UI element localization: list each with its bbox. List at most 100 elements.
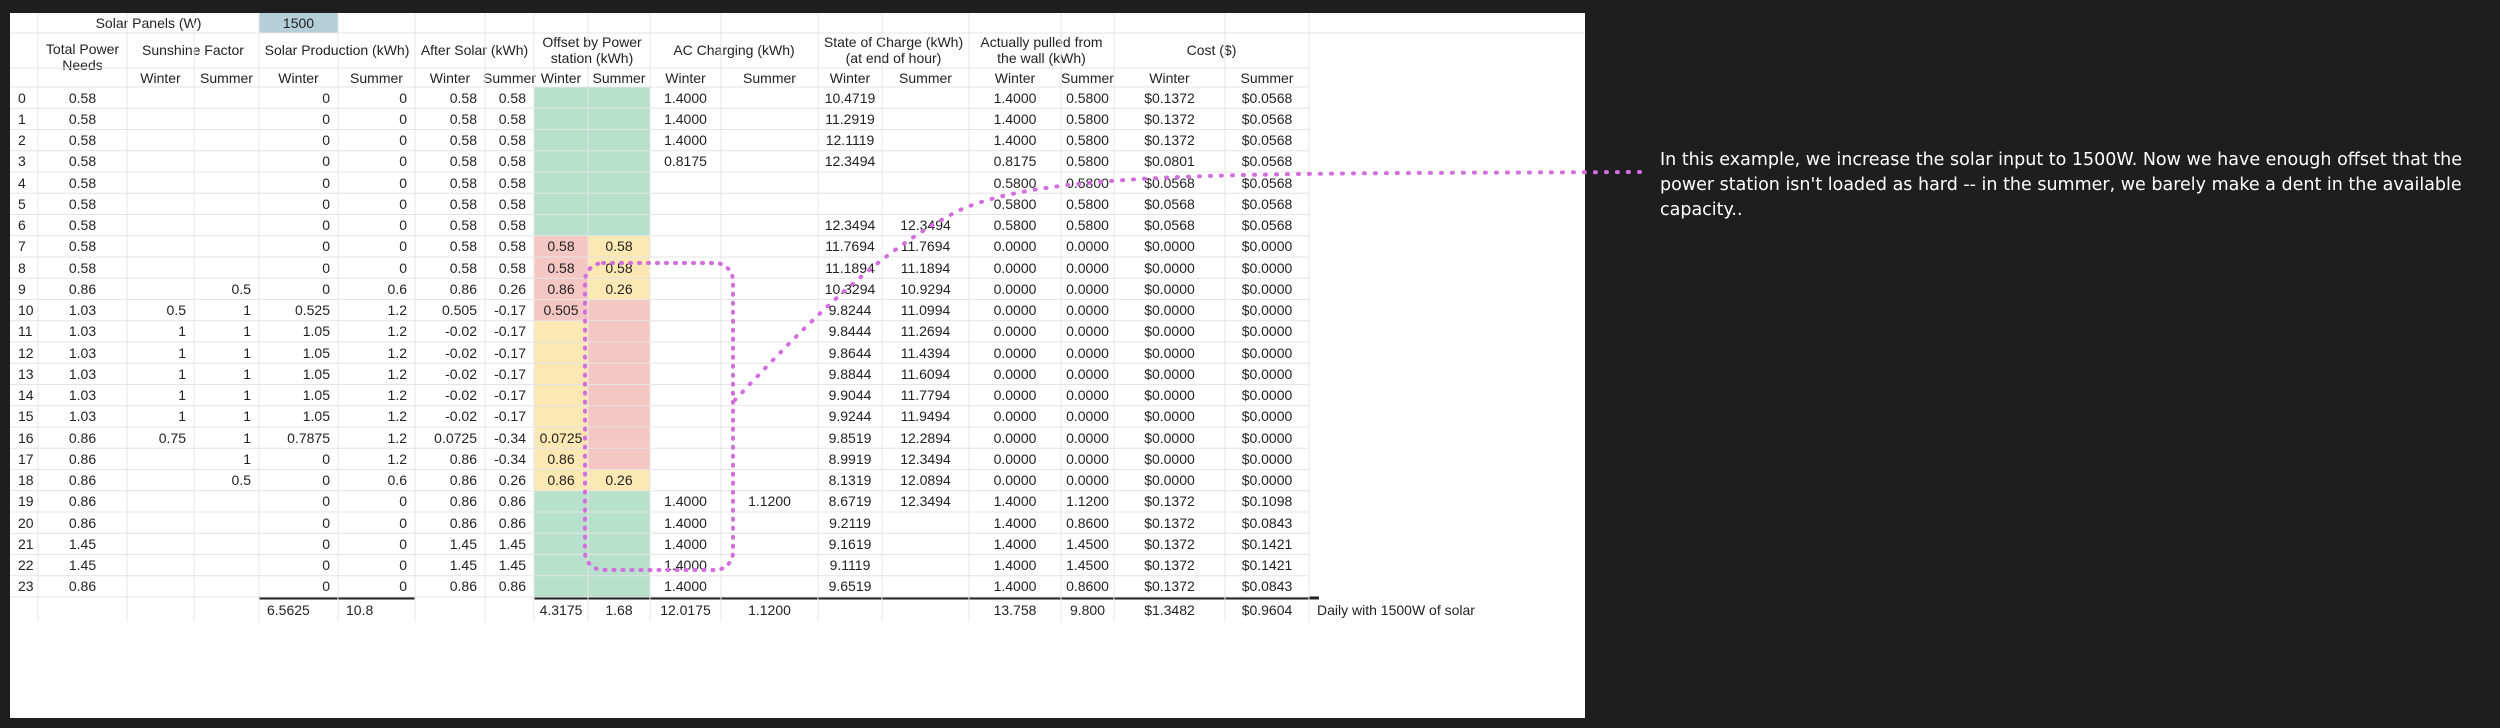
row-number: 19: [18, 493, 34, 510]
cell: $0.0568: [1241, 153, 1293, 170]
cell: -0.02: [445, 323, 477, 340]
offset-fill: [588, 490, 650, 512]
row-number: 16: [18, 429, 34, 446]
total-cell: $0.9604: [1241, 601, 1293, 618]
cell: 0.58: [68, 132, 97, 149]
cell: 12.3494: [900, 493, 951, 510]
offset-fill: [588, 363, 650, 385]
cell: 0.5800: [1066, 132, 1109, 149]
subheader-summer: Summer: [200, 69, 253, 86]
offset-fill: [534, 533, 588, 555]
cell: $0.1372: [1144, 89, 1195, 106]
row-number: 9: [18, 280, 26, 297]
row-number: 13: [18, 365, 34, 382]
cell: -0.17: [494, 344, 526, 361]
cell: -0.02: [445, 365, 477, 382]
cell: 0.58: [498, 238, 526, 255]
offset-fill: [588, 150, 650, 172]
cell: 0.86: [68, 280, 97, 297]
row-number: 1: [18, 110, 26, 127]
cell: 0.86: [68, 472, 97, 489]
cell: 1.45: [449, 535, 477, 552]
cell: 0.525: [294, 302, 330, 319]
offset-fill: [588, 278, 650, 300]
offset-fill: [588, 87, 650, 109]
offset-fill: [588, 320, 650, 342]
row-number: 23: [18, 578, 34, 595]
offset-fill: [588, 214, 650, 236]
cell: 1.4000: [993, 89, 1037, 106]
cell: 0.505: [543, 302, 579, 319]
cell: 1.05: [302, 408, 330, 425]
cell: 0: [322, 89, 330, 106]
cell: $0.0000: [1241, 450, 1293, 467]
cell: 1.4000: [664, 132, 707, 149]
cell: 0.86: [68, 578, 97, 595]
cell: 0.0000: [993, 429, 1037, 446]
cell: 0.58: [68, 89, 97, 106]
header-group-actually-pulled-from-the-wall-kwh: Actually pulled from the wall (kWh): [980, 33, 1103, 66]
cell: 1.4000: [993, 493, 1037, 510]
offset-fill: [534, 257, 588, 279]
sheet-overlay: [10, 13, 1585, 623]
cell: 0: [399, 89, 407, 106]
row-number: 14: [18, 387, 34, 404]
offset-fill: [588, 172, 650, 194]
cell: 1.03: [68, 323, 97, 340]
cell: 0.58: [68, 259, 97, 276]
cell: $0.0000: [1144, 408, 1195, 425]
offset-fill: [534, 384, 588, 406]
cell: 0.58: [498, 132, 526, 149]
cell: -0.17: [494, 408, 526, 425]
offset-fill: [588, 427, 650, 449]
cell: 0.6: [387, 280, 407, 297]
row-number: 18: [18, 472, 34, 489]
cell: 1.2: [387, 408, 407, 425]
cell: 1: [178, 365, 186, 382]
cell: 0.0000: [993, 450, 1037, 467]
cell: 12.1119: [825, 132, 875, 149]
cell: $0.1372: [1144, 132, 1195, 149]
cell: $0.1372: [1144, 557, 1195, 574]
offset-fill: [534, 129, 588, 151]
cell: -0.17: [494, 323, 526, 340]
cell: $0.0843: [1241, 578, 1293, 595]
cell: 0.86: [547, 472, 575, 489]
cell: 1.4000: [664, 578, 707, 595]
cell: 0: [399, 514, 407, 531]
cell: 1: [243, 408, 251, 425]
cell: -0.34: [494, 429, 526, 446]
cell: 0.58: [498, 217, 526, 234]
cell: 0: [322, 472, 330, 489]
cell: 1.2: [387, 344, 407, 361]
solar-panels-input[interactable]: 1500: [259, 13, 338, 33]
cell: 0.8175: [993, 153, 1037, 170]
cell: 11.9494: [900, 408, 951, 425]
header-group-after-solar-kwh: After Solar (kWh): [420, 41, 529, 58]
cell: $0.0000: [1144, 472, 1195, 489]
cell: 1.4000: [993, 132, 1037, 149]
cell: 0.58: [547, 238, 575, 255]
cell: 0: [399, 174, 407, 191]
cell: 10.4719: [824, 89, 876, 106]
subheader-winter: Winter: [1149, 69, 1190, 86]
cell: $0.0000: [1241, 429, 1293, 446]
cell: 0: [399, 557, 407, 574]
subheader-summer: Summer: [592, 69, 646, 86]
total-cell: 1.68: [605, 601, 633, 618]
cell: 0.0000: [1066, 408, 1109, 425]
row-number: 10: [18, 302, 34, 319]
subheader-summer: Summer: [350, 69, 403, 86]
cell: $0.0000: [1241, 472, 1293, 489]
solar-panels-label: Solar Panels (W): [95, 15, 202, 31]
cell: 0.5800: [1066, 89, 1109, 106]
cell: 0.58: [449, 174, 477, 191]
subheader-winter: Winter: [278, 69, 319, 86]
cell: 0.0725: [539, 429, 583, 446]
row-number: 3: [18, 153, 26, 170]
cell: 0.58: [449, 110, 477, 127]
cell: 9.2119: [829, 514, 871, 531]
cell: 1.45: [498, 557, 526, 574]
cell: 1.4500: [1066, 535, 1109, 552]
cell: $0.1421: [1241, 557, 1293, 574]
